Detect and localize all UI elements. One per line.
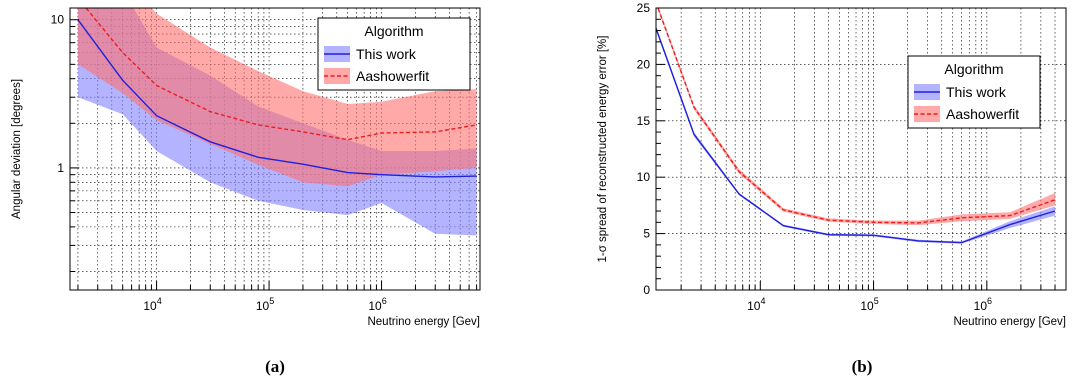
y-tick-label: 25	[637, 1, 651, 15]
x-tick-label: 104	[747, 296, 765, 313]
panel-b-caption: (b)	[852, 357, 873, 376]
y-tick-label: 0	[643, 283, 650, 297]
panel-a-x-axis-title: Neutrino energy [Gev]	[367, 316, 480, 328]
panel-b-legend-label-this-work: This work	[946, 84, 1007, 100]
panel-a-legend-title: Algorithm	[364, 23, 423, 39]
panel-b-x-axis-title: Neutrino energy [Gev]	[953, 316, 1066, 328]
panel-b-plot-frame	[655, 7, 1067, 291]
series-line-this-work	[656, 28, 1056, 244]
panel-a: 104 105 106 1 10 Angular deviation [degrees]…	[11, 7, 481, 376]
series-line-aashowerfit	[85, 8, 477, 141]
panel-b-y-axis-title: 1-σ spread of reconstructed energy error…	[597, 36, 609, 263]
panel-b-ticks: 104 105 106 0 5 10 15 20 25	[637, 1, 1056, 313]
panel-b-legend: Algorithm This work Aashowerfit	[907, 55, 1041, 129]
panel-a-lines	[77, 8, 477, 178]
panel-a-plot-frame	[69, 7, 481, 291]
series-line-aashowerfit	[657, 8, 1056, 224]
x-tick-label: 105	[860, 296, 878, 313]
y-tick-label: 20	[637, 57, 651, 71]
x-tick-label: 106	[974, 296, 992, 313]
panel-a-bands	[77, 8, 477, 236]
panel-a-legend: Algorithm This work Aashowerfit	[317, 17, 471, 91]
band-aashowerfit	[77, 8, 477, 187]
band-this-work	[656, 26, 1055, 244]
panel-a-y-axis-title: Angular deviation [degrees]	[11, 79, 23, 219]
panel-a-ticks: 104 105 106 1 10	[51, 13, 478, 313]
panel-b-bands	[656, 8, 1055, 244]
y-tick-label: 1	[57, 161, 64, 175]
panel-b-legend-title: Algorithm	[944, 61, 1003, 77]
y-tick-label: 5	[643, 227, 650, 241]
panel-a-legend-label-this-work: This work	[356, 46, 417, 62]
x-tick-label: 106	[368, 296, 386, 313]
panel-b-legend-label-aashowerfit: Aashowerfit	[946, 106, 1019, 122]
x-tick-label: 104	[143, 296, 161, 313]
y-tick-label: 10	[51, 13, 65, 27]
y-tick-label: 15	[637, 114, 651, 128]
panel-a-legend-label-aashowerfit: Aashowerfit	[356, 68, 429, 84]
panel-b: 104 105 106 0 5 10 15 20 25 1-σ spread of recons…	[597, 1, 1067, 376]
y-tick-label: 10	[637, 170, 651, 184]
x-tick-label: 105	[256, 296, 274, 313]
panel-a-caption: (a)	[265, 357, 285, 376]
panel-b-grid	[656, 8, 1066, 290]
series-line-this-work	[77, 19, 477, 178]
